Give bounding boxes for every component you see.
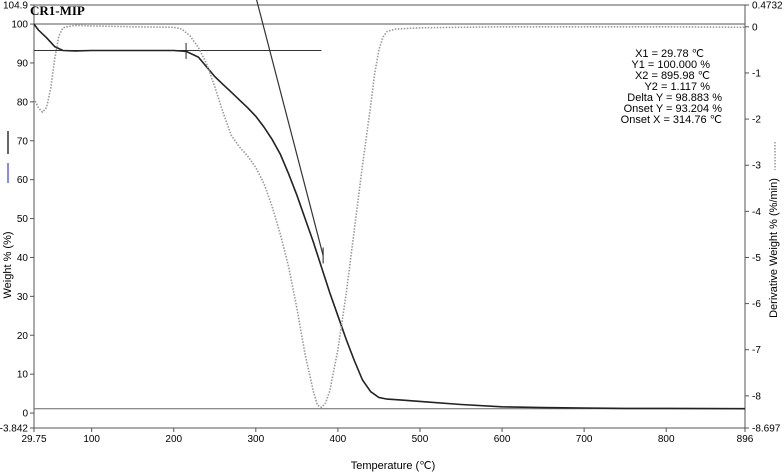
y-left-tick-label: 80 bbox=[17, 97, 29, 108]
annotation-line: Onset X = 314.76 ℃ bbox=[621, 114, 722, 126]
plot-frame bbox=[33, 4, 746, 429]
x-tick-label: 800 bbox=[658, 434, 675, 445]
y-left-tick-label: 50 bbox=[17, 214, 29, 225]
y-left-tick-label: 30 bbox=[17, 292, 29, 303]
x-tick-label: 700 bbox=[576, 434, 593, 445]
derivative-weight-curve bbox=[33, 24, 746, 409]
y-left-tick-label: 70 bbox=[17, 136, 29, 147]
x-tick-label: 200 bbox=[165, 434, 182, 445]
y-right-tick-label: -4 bbox=[752, 207, 761, 218]
y-right-tick-label: -3 bbox=[752, 161, 761, 172]
y-right-tick-label: -8 bbox=[752, 391, 761, 402]
annotation-line: Y2 = 1.117 % bbox=[644, 81, 710, 93]
x-axis-label: Temperature (℃) bbox=[351, 460, 436, 472]
y-left-tick-label: 10 bbox=[17, 370, 29, 381]
y-left-tick-label: 0 bbox=[22, 409, 28, 420]
x-tick-label: 896 bbox=[737, 434, 754, 445]
weight-percent-curve bbox=[33, 23, 746, 410]
x-tick-label: 300 bbox=[247, 434, 264, 445]
y-right-tick-label: -8.697 bbox=[752, 424, 781, 435]
y-right-tick-label: 0.4732 bbox=[752, 1, 783, 12]
y-left-tick-label: 20 bbox=[17, 331, 29, 342]
onset-tangent-line bbox=[256, 0, 324, 256]
y-right-tick-label: -7 bbox=[752, 345, 761, 356]
y-right-tick-label: -6 bbox=[752, 299, 761, 310]
y-right-tick-label: 0 bbox=[752, 22, 758, 33]
y-left-tick-label: 40 bbox=[17, 253, 29, 264]
y-left-tick-label: 60 bbox=[17, 175, 29, 186]
annotation-line: X1 = 29.78 ℃ bbox=[635, 48, 704, 60]
y-right-axis-label: Derivative Weight % (%/min) bbox=[768, 178, 780, 318]
x-tick-label: 500 bbox=[412, 434, 429, 445]
y-right-tick-label: -1 bbox=[752, 68, 761, 79]
annotation-line: Y1 = 100.000 % bbox=[631, 59, 710, 71]
chart-title: CR1-MIP bbox=[30, 3, 85, 18]
y-left-tick-label: 104.9 bbox=[3, 1, 28, 12]
y-right-tick-label: -5 bbox=[752, 253, 761, 264]
annotation-line: Onset Y = 93.204 % bbox=[624, 103, 723, 115]
y-left-tick-label: 90 bbox=[17, 58, 29, 69]
y-left-tick-label: 100 bbox=[11, 20, 28, 31]
y-left-tick-label: -3.842 bbox=[0, 424, 28, 435]
y-left-axis-label: Weight % (%) bbox=[2, 231, 14, 298]
annotation-line: X2 = 895.98 ℃ bbox=[635, 70, 710, 82]
x-tick-label: 600 bbox=[494, 434, 511, 445]
x-tick-label: 100 bbox=[83, 434, 100, 445]
x-tick-label: 29.75 bbox=[21, 434, 46, 445]
annotation-line: Delta Y = 98.883 % bbox=[627, 92, 722, 104]
x-tick-label: 400 bbox=[330, 434, 347, 445]
y-right-tick-label: -2 bbox=[752, 115, 761, 126]
